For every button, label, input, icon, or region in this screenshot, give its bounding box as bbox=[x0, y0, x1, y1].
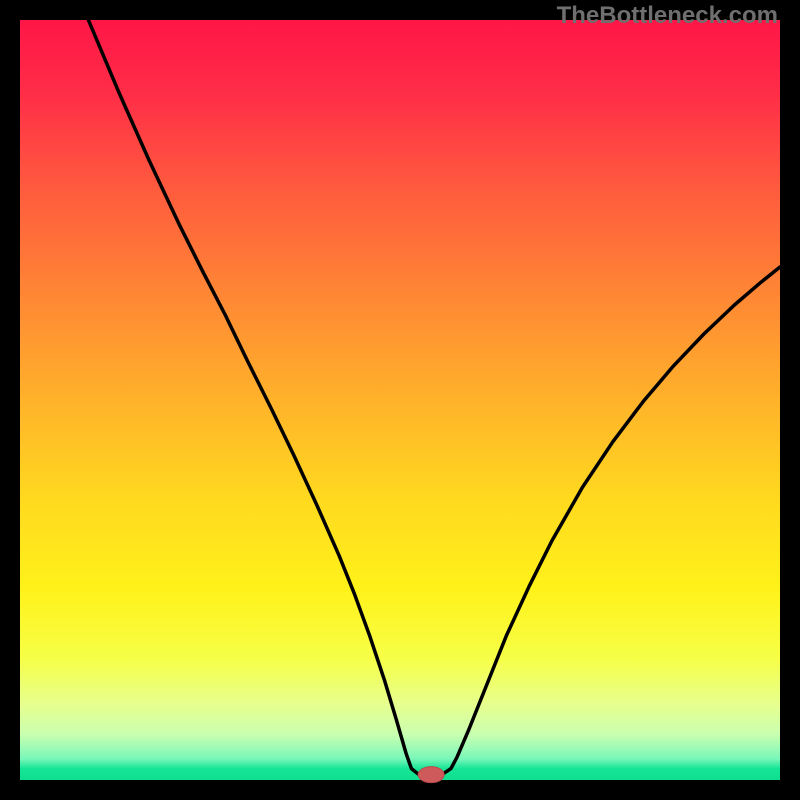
plot-background bbox=[20, 20, 780, 780]
chart-svg bbox=[0, 0, 800, 800]
chart-root: TheBottleneck.com bbox=[0, 0, 800, 800]
current-config-marker bbox=[418, 767, 444, 783]
